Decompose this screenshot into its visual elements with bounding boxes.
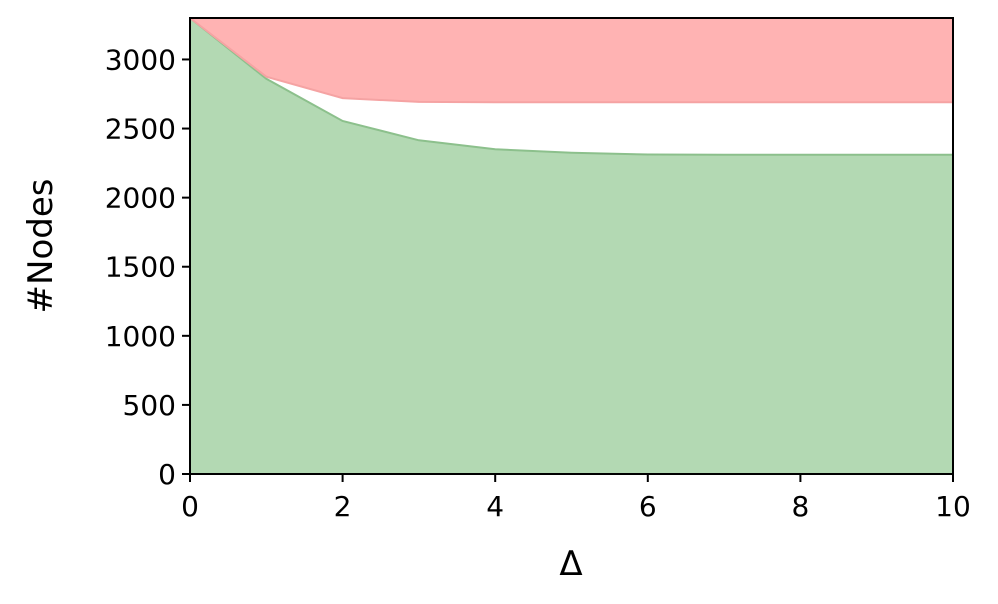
y-tick-label: 1000 <box>105 320 176 353</box>
x-tick-label: 2 <box>334 490 352 523</box>
x-tick-label: 8 <box>791 490 809 523</box>
area-fill <box>190 18 953 103</box>
x-axis-label: Δ <box>559 544 582 584</box>
area-line <box>189 17 953 104</box>
y-tick-label: 1500 <box>105 251 176 284</box>
x-tick-label: 10 <box>935 490 971 523</box>
y-tick-label: 0 <box>158 458 176 491</box>
y-tick-label: 2000 <box>105 182 176 215</box>
plot-frame <box>189 17 954 475</box>
x-tick-label: 4 <box>486 490 504 523</box>
y-tick-label: 2500 <box>105 113 176 146</box>
x-tick-label: 6 <box>639 490 657 523</box>
x-tick-label: 0 <box>181 490 199 523</box>
y-tick-label: 500 <box>123 389 176 422</box>
area-line <box>189 17 953 156</box>
y-tick-label: 3000 <box>105 43 176 76</box>
y-axis-label: #Nodes <box>21 179 61 314</box>
area-fill <box>190 18 953 474</box>
